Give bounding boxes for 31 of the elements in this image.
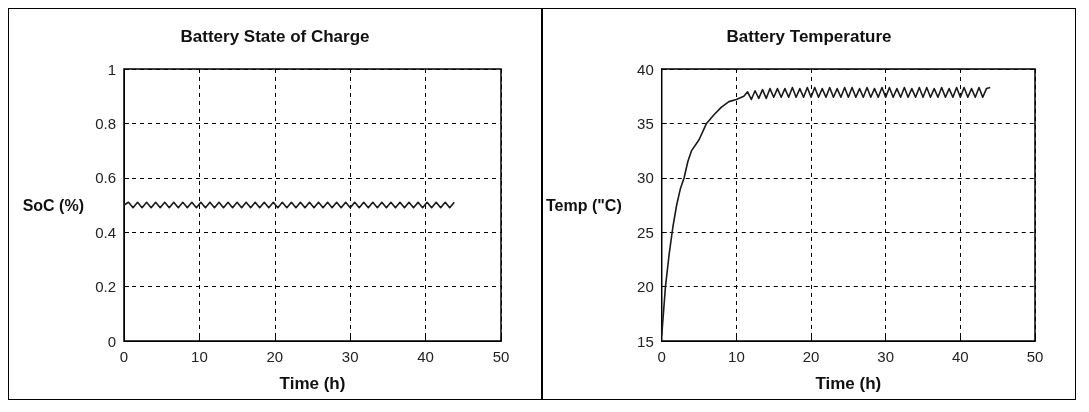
x-tick-label: 40: [952, 348, 969, 365]
line-series: [660, 86, 992, 337]
x-tick-label: 20: [802, 348, 820, 365]
x-axis-title: Time (h): [279, 374, 346, 393]
chart-title: Battery State of Charge: [180, 27, 370, 46]
y-tick-label: 40: [637, 60, 654, 78]
y-tick-label: 15: [637, 332, 654, 350]
x-axis-title: Time (h): [815, 374, 882, 393]
x-tick-label: 10: [728, 348, 745, 365]
y-axis-title: Temp ("C): [545, 196, 622, 214]
x-tick-label: 10: [191, 348, 208, 365]
x-tick-label: 40: [417, 348, 434, 365]
x-tick-label: 30: [877, 348, 895, 365]
y-tick-label: 0: [107, 332, 116, 350]
x-tick-label: 0: [119, 348, 129, 365]
x-tick-label: 0: [657, 348, 666, 365]
y-tick-label: 35: [637, 114, 654, 132]
y-tick-label: 0.8: [95, 114, 116, 132]
y-tick-label: 25: [637, 223, 654, 241]
x-tick-label: 50: [492, 348, 510, 365]
y-axis-title: SoC (%): [22, 196, 84, 214]
chart-title: Battery Temperature: [726, 27, 892, 46]
y-tick-label: 0.2: [95, 278, 116, 296]
x-tick-label: 20: [266, 348, 284, 365]
x-tick-label: 50: [1026, 348, 1044, 365]
x-tick-label: 30: [341, 348, 359, 365]
y-tick-label: 0.6: [95, 169, 116, 187]
y-tick-label: 0.4: [95, 223, 116, 241]
y-tick-label: 20: [637, 278, 654, 296]
y-tick-label: 30: [637, 169, 654, 187]
y-tick-label: 1: [107, 60, 116, 78]
